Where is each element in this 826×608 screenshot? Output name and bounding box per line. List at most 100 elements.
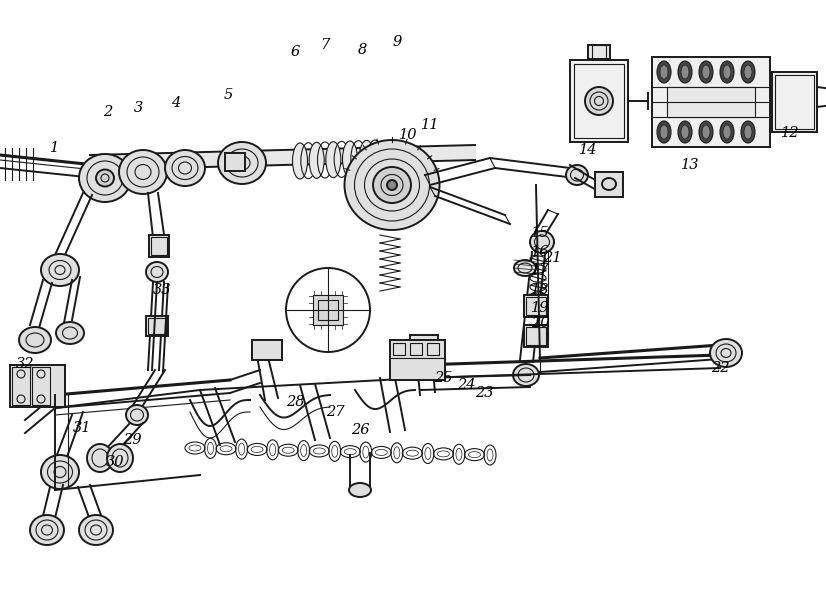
Text: 2: 2 [103,105,112,119]
Bar [574,64,624,138]
Ellipse shape [566,165,588,185]
Ellipse shape [343,141,358,177]
Bar [148,318,166,334]
Text: 11: 11 [420,118,439,132]
Ellipse shape [699,121,713,143]
Text: 27: 27 [325,405,344,419]
Text: 12: 12 [781,126,800,140]
Ellipse shape [744,125,752,139]
Ellipse shape [660,125,668,139]
Bar [151,237,167,255]
Ellipse shape [660,65,668,79]
Text: 29: 29 [123,433,141,447]
Ellipse shape [126,405,148,425]
Bar [524,325,548,347]
Ellipse shape [702,65,710,79]
Text: 10: 10 [399,128,417,142]
Text: 3: 3 [133,101,143,115]
Bar [526,327,546,345]
Text: 5: 5 [223,88,233,102]
Bar [390,340,445,380]
Bar [775,75,814,129]
Text: 1: 1 [50,141,59,155]
Text: 16: 16 [531,245,549,259]
Ellipse shape [373,167,411,203]
Bar [252,340,282,360]
Ellipse shape [96,170,114,187]
Ellipse shape [720,121,734,143]
Bar [592,45,606,59]
Bar [427,343,439,355]
Text: 25: 25 [434,371,453,385]
Ellipse shape [41,455,79,489]
Bar [410,343,422,355]
Circle shape [286,268,370,352]
Text: 15: 15 [531,226,549,240]
Text: 9: 9 [392,35,401,49]
Bar [526,297,546,315]
Text: 4: 4 [171,96,181,110]
Ellipse shape [681,65,689,79]
Ellipse shape [514,260,536,276]
Bar [588,45,610,59]
Text: 23: 23 [475,386,493,400]
Bar [652,57,770,147]
Ellipse shape [107,444,133,472]
Text: 22: 22 [710,361,729,375]
Bar [10,365,65,407]
Ellipse shape [146,262,168,282]
Bar [667,87,755,117]
Ellipse shape [349,483,371,497]
Ellipse shape [165,150,205,186]
Ellipse shape [723,125,731,139]
Ellipse shape [79,154,131,202]
Bar [318,300,338,320]
Ellipse shape [79,515,113,545]
Ellipse shape [702,125,710,139]
Text: 18: 18 [531,283,549,297]
Ellipse shape [678,61,692,83]
Ellipse shape [513,364,539,386]
Text: 26: 26 [351,423,369,437]
Ellipse shape [720,61,734,83]
Bar [146,316,168,336]
Text: 7: 7 [320,38,330,52]
Ellipse shape [218,142,266,184]
Text: 31: 31 [73,421,91,435]
Ellipse shape [530,231,554,253]
Text: 28: 28 [286,395,304,409]
Ellipse shape [602,178,616,190]
Text: 30: 30 [106,455,124,469]
Text: 13: 13 [681,158,700,172]
Ellipse shape [87,444,113,472]
Text: 21: 21 [543,251,561,265]
Bar [12,367,30,405]
Text: 17: 17 [531,263,549,277]
Bar [570,60,628,142]
Ellipse shape [657,121,671,143]
Ellipse shape [56,322,84,344]
Bar [225,153,245,171]
Bar [393,343,405,355]
Ellipse shape [741,61,755,83]
Ellipse shape [657,61,671,83]
Ellipse shape [30,515,64,545]
Ellipse shape [723,65,731,79]
Ellipse shape [678,121,692,143]
Ellipse shape [292,143,307,179]
Text: 33: 33 [153,283,171,297]
Ellipse shape [309,142,324,178]
Text: 14: 14 [579,143,597,157]
Text: 6: 6 [291,45,300,59]
Ellipse shape [359,140,374,176]
Ellipse shape [699,61,713,83]
Ellipse shape [710,339,742,367]
Ellipse shape [387,180,397,190]
Text: 24: 24 [457,378,475,392]
Ellipse shape [119,150,167,194]
Bar [410,335,438,353]
Ellipse shape [325,142,341,178]
Ellipse shape [744,65,752,79]
Ellipse shape [344,140,439,230]
Text: 8: 8 [358,43,367,57]
